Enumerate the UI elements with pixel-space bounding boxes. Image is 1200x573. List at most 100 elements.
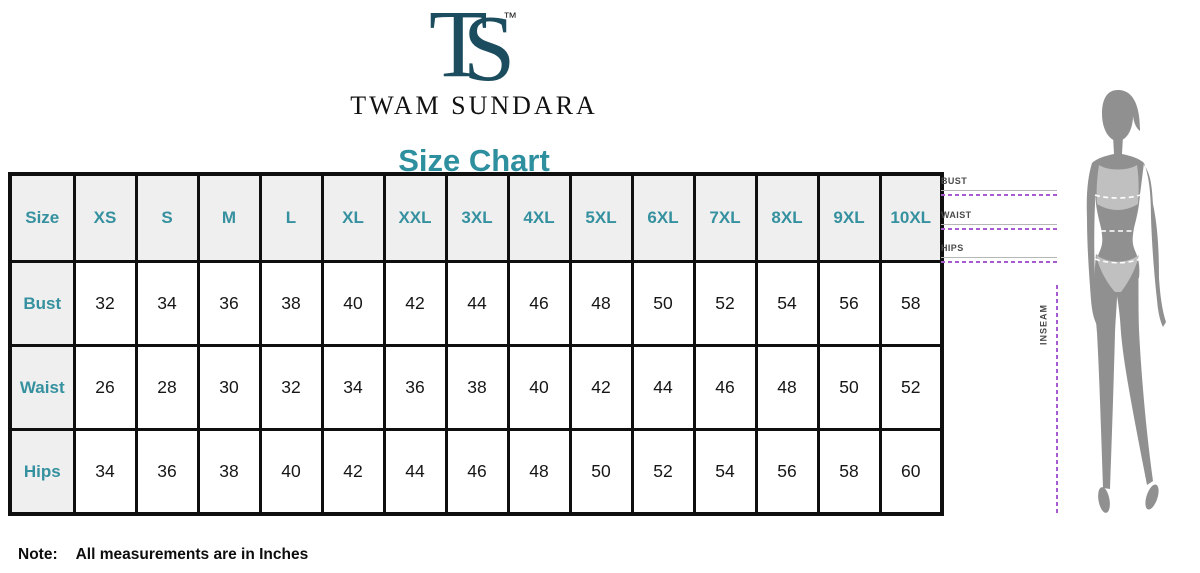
measurement-cell: 44 [444, 260, 510, 347]
body-figure-illustration [1086, 90, 1166, 513]
brand-monogram-logo: T S ™ [429, 0, 517, 101]
bust-guide: BUST [941, 176, 1057, 196]
size-header-row: Size XS S M L XL XXL 3XL 4XL 5XL 6XL 7XL 8XL 9XL 10XL [8, 172, 944, 263]
measurement-guide: BUST WAIST HIPS INSEAM [938, 85, 1200, 535]
measurement-cell: 26 [72, 344, 138, 431]
figure-right-foot [1145, 484, 1159, 510]
bust-guide-label: BUST [941, 176, 968, 186]
measurement-cell: 42 [320, 428, 386, 516]
brand-header: T S ™ TWAM SUNDARA Size Chart [8, 0, 940, 179]
size-column-header: S [134, 172, 200, 263]
size-column-header: 10XL [878, 172, 944, 263]
measurement-cell: 42 [382, 260, 448, 347]
size-column-header: 7XL [692, 172, 758, 263]
hips-guide-rule [941, 257, 1057, 258]
measurement-cell: 48 [568, 260, 634, 347]
size-column-header: M [196, 172, 262, 263]
size-chart-table: Size XS S M L XL XXL 3XL 4XL 5XL 6XL 7XL 8XL 9XL 10XL … [8, 172, 944, 516]
measurement-cell: 38 [196, 428, 262, 516]
measurement-cell: 34 [72, 428, 138, 516]
measurement-cell: 38 [444, 344, 510, 431]
measurement-cell: 52 [692, 260, 758, 347]
waist-guide-rule [941, 224, 1057, 225]
measurement-cell: 52 [630, 428, 696, 516]
figure-head [1102, 90, 1140, 141]
table-corner-header: Size [8, 172, 76, 263]
measurement-cell: 40 [506, 344, 572, 431]
measurement-cell: 52 [878, 344, 944, 431]
measurement-cell: 44 [382, 428, 448, 516]
measurement-cell: 60 [878, 428, 944, 516]
row-label: Hips [8, 428, 76, 516]
hips-guide-dashed-line [941, 261, 1057, 263]
trademark-symbol: ™ [503, 9, 517, 25]
size-column-header: XS [72, 172, 138, 263]
measurement-cell: 46 [506, 260, 572, 347]
waist-guide-label: WAIST [941, 210, 972, 220]
size-column-header: 8XL [754, 172, 820, 263]
size-column-header: XL [320, 172, 386, 263]
measurement-cell: 50 [630, 260, 696, 347]
hips-guide: HIPS [941, 243, 1057, 263]
measurement-cell: 58 [816, 428, 882, 516]
figure-left-arm [1086, 163, 1099, 325]
row-label: Bust [8, 260, 76, 347]
measurement-row: Bust 32 34 36 38 40 42 44 46 48 50 52 54 56 58 [8, 260, 944, 347]
measurement-cell: 48 [754, 344, 820, 431]
measurement-cell: 36 [382, 344, 448, 431]
measurement-cell: 42 [568, 344, 634, 431]
size-column-header: 9XL [816, 172, 882, 263]
logo-letter-t: T [429, 0, 488, 97]
measurement-cell: 46 [692, 344, 758, 431]
measurement-cell: 56 [816, 260, 882, 347]
bust-guide-dashed-line [941, 194, 1057, 196]
measurement-cell: 58 [878, 260, 944, 347]
measurement-cell: 50 [568, 428, 634, 516]
waist-guide: WAIST [941, 210, 1057, 230]
measurement-cell: 48 [506, 428, 572, 516]
figure-right-arm [1144, 163, 1166, 327]
measurement-cell: 40 [258, 428, 324, 516]
measurement-cell: 38 [258, 260, 324, 347]
brand-name: TWAM SUNDARA [350, 91, 598, 120]
size-column-header: L [258, 172, 324, 263]
measurement-cell: 54 [692, 428, 758, 516]
measurement-row: Waist 26 28 30 32 34 36 38 40 42 44 46 48 50 52 [8, 344, 944, 431]
row-label: Waist [8, 344, 76, 431]
note-prefix: Note: [18, 546, 58, 563]
measurement-cell: 54 [754, 260, 820, 347]
size-column-header: 4XL [506, 172, 572, 263]
measurement-cell: 50 [816, 344, 882, 431]
size-column-header: 3XL [444, 172, 510, 263]
figure-bra-top [1096, 165, 1139, 210]
figure-legs [1094, 254, 1153, 489]
measurements-note: Note: All measurements are in Inches [18, 546, 308, 564]
figure-neck [1092, 136, 1144, 163]
measurement-row: Hips 34 36 38 40 42 44 46 48 50 52 54 56 58 60 [8, 428, 944, 516]
measurement-cell: 56 [754, 428, 820, 516]
inseam-label: INSEAM [1038, 304, 1049, 346]
figure-bust-dashed-line [1094, 194, 1141, 199]
figure-hips-dashed-line [1094, 258, 1141, 264]
measurement-cell: 32 [72, 260, 138, 347]
bust-guide-rule [941, 190, 1057, 191]
size-column-header: 6XL [630, 172, 696, 263]
figure-bikini-bottom [1096, 255, 1139, 292]
measurement-cell: 44 [630, 344, 696, 431]
logo-letter-s: S [463, 0, 515, 101]
size-column-header: 5XL [568, 172, 634, 263]
inseam-dashed-line [1056, 285, 1058, 513]
measurement-cell: 40 [320, 260, 386, 347]
waist-guide-dashed-line [941, 228, 1057, 230]
measurement-cell: 36 [134, 428, 200, 516]
measurement-cell: 36 [196, 260, 262, 347]
size-column-header: XXL [382, 172, 448, 263]
measurement-cell: 34 [320, 344, 386, 431]
measurement-cell: 30 [196, 344, 262, 431]
measurement-cell: 28 [134, 344, 200, 431]
measurement-cell: 46 [444, 428, 510, 516]
figure-left-foot [1098, 487, 1110, 513]
measurement-cell: 32 [258, 344, 324, 431]
measurement-cell: 34 [134, 260, 200, 347]
